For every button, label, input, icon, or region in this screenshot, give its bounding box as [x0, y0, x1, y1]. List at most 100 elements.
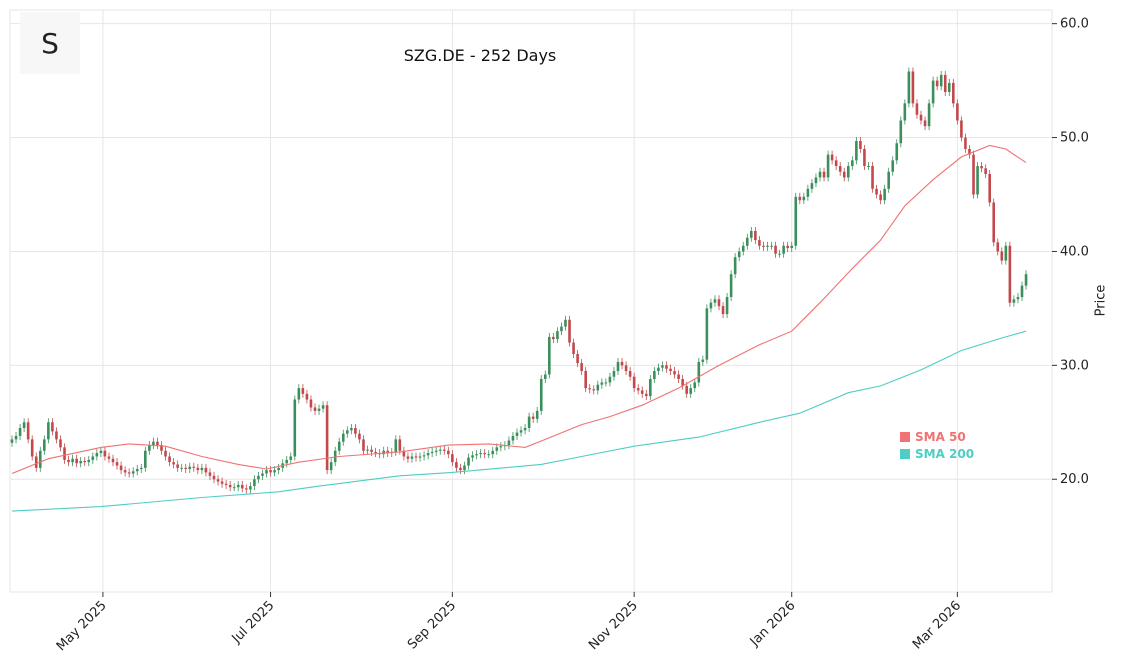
candle-body	[269, 470, 272, 473]
candle-body	[1004, 245, 1008, 261]
x-tick-label: Nov 2025	[586, 598, 641, 653]
candle-body	[806, 188, 810, 197]
candle-body	[754, 230, 757, 241]
candle-body	[915, 103, 919, 115]
candle-body	[188, 466, 192, 469]
candle-body	[495, 447, 499, 451]
candle-body	[148, 445, 151, 451]
candle-body	[956, 103, 959, 121]
candle-body	[47, 422, 50, 440]
candle-body	[725, 297, 729, 315]
candle-body	[402, 450, 406, 457]
candle-body	[774, 245, 777, 254]
candle-body	[22, 422, 26, 428]
candle-body	[487, 454, 491, 456]
candle-body	[10, 439, 14, 443]
candle-body	[899, 120, 903, 144]
candle-body	[592, 389, 596, 391]
candle-body	[943, 74, 947, 93]
candle-body	[350, 427, 353, 431]
candle-body	[34, 456, 38, 468]
candle-body	[463, 465, 466, 471]
candle-body	[871, 166, 874, 189]
candle-body	[988, 174, 991, 203]
candle-body	[1016, 297, 1020, 300]
candle-body	[802, 196, 806, 201]
candle-body	[30, 439, 34, 457]
candle-body	[358, 433, 361, 440]
candle-body	[713, 299, 717, 303]
candle-body	[366, 449, 369, 451]
candle-body	[838, 166, 842, 172]
candle-body	[103, 450, 107, 457]
candle-body	[119, 465, 123, 471]
candle-body	[721, 306, 725, 315]
candle-body	[745, 237, 749, 246]
candle-body	[479, 453, 482, 455]
candle-body	[657, 367, 660, 372]
candle-body	[818, 171, 822, 178]
candle-body	[75, 458, 78, 464]
candle-body	[289, 456, 293, 460]
candle-body	[527, 416, 531, 428]
y-axis: 20.0 30.0 40.0 50.0 60.0	[1052, 17, 1089, 487]
candle-body	[980, 166, 983, 169]
candle-body	[362, 439, 365, 451]
candle-body	[863, 148, 866, 167]
candle-body	[588, 388, 592, 390]
sma200-swatch	[900, 449, 910, 459]
candle-body	[834, 160, 838, 167]
candle-body	[67, 459, 70, 463]
candle-body	[499, 446, 503, 448]
candle-body	[846, 166, 850, 178]
candle-body	[212, 475, 216, 480]
candle-body	[309, 399, 313, 408]
candle-body	[964, 137, 967, 149]
candle-body	[483, 453, 486, 455]
sma50-swatch	[900, 432, 910, 442]
candle-body	[18, 427, 22, 436]
candle-body	[152, 441, 155, 446]
candle-body	[438, 449, 442, 451]
candle-body	[200, 467, 204, 471]
candle-body	[976, 166, 979, 195]
sma200-line	[11, 330, 1027, 512]
candle-body	[447, 450, 450, 455]
candle-body	[794, 196, 798, 246]
candle-body	[927, 103, 931, 127]
candle-body	[778, 253, 781, 255]
candle-body	[131, 471, 135, 474]
candle-body	[249, 486, 252, 490]
candle-body	[253, 479, 256, 487]
candle-body	[55, 431, 58, 440]
candle-body	[875, 188, 878, 195]
candle-body	[277, 467, 280, 471]
candle-body	[418, 456, 422, 458]
candle-body	[552, 336, 555, 340]
candle-body	[325, 405, 329, 471]
x-tick-label: Jan 2026	[747, 598, 799, 650]
chart-title: SZG.DE - 252 Days	[403, 46, 557, 65]
candle-body	[297, 388, 301, 400]
candle-body	[903, 103, 907, 121]
candle-body	[83, 461, 87, 463]
candle-body	[636, 388, 640, 391]
candle-body	[204, 467, 208, 473]
candle-body	[329, 462, 333, 471]
candle-body	[51, 422, 54, 432]
candle-body	[842, 171, 846, 178]
candle-body	[584, 371, 587, 389]
candle-body	[406, 456, 410, 459]
candle-body	[273, 470, 276, 473]
y-tick-label: 50.0	[1060, 131, 1089, 146]
candle-body	[972, 154, 975, 195]
candle-body	[750, 230, 753, 238]
candle-body	[394, 439, 398, 452]
candle-body	[87, 459, 91, 463]
candle-body	[1008, 245, 1012, 303]
candle-body	[127, 472, 131, 474]
candle-body	[265, 470, 268, 474]
logo: S	[20, 12, 80, 74]
candle-body	[539, 379, 543, 411]
candle-body	[317, 408, 321, 411]
